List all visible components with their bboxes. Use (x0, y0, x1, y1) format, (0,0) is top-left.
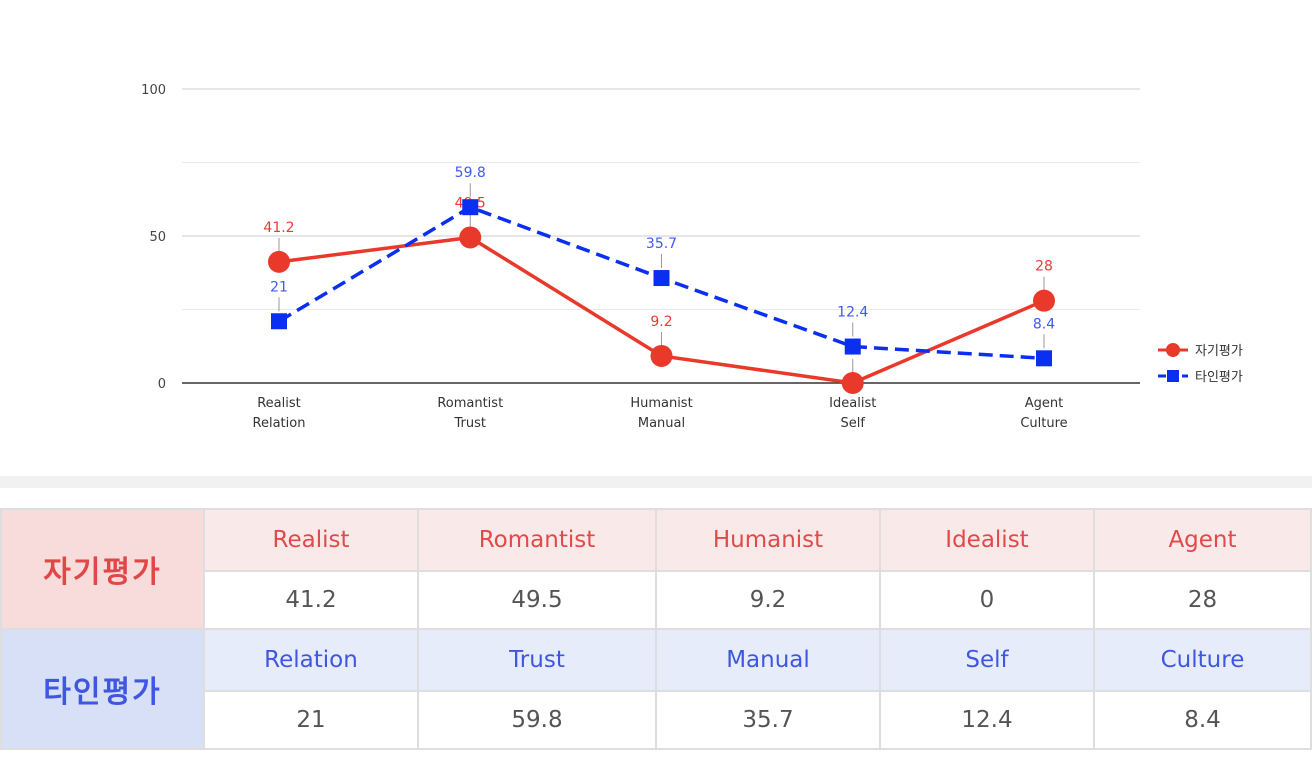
data-label: 28 (1035, 259, 1053, 275)
x-tick-label: Trust (454, 416, 486, 431)
self-value-cell: 9.2 (655, 570, 881, 630)
self-value-cell: 0 (879, 570, 1095, 630)
self-header-cell: Idealist (879, 508, 1095, 572)
legend-label: 자기평가 (1195, 344, 1243, 359)
other-value-cell: 21 (203, 690, 419, 750)
x-tick-label: Humanist (630, 396, 692, 411)
data-point (1033, 289, 1055, 312)
y-tick-label: 0 (158, 377, 166, 392)
self-value-cell: 49.5 (417, 570, 657, 630)
self-header-cell: Agent (1093, 508, 1312, 572)
x-tick-label: Idealist (829, 396, 876, 411)
self-header-row: 자기평가 Realist Romantist Humanist Idealist… (0, 508, 1312, 630)
legend-marker (1167, 370, 1179, 382)
score-table: 자기평가 Realist Romantist Humanist Idealist… (0, 508, 1312, 750)
other-header-cell: Relation (203, 628, 419, 692)
data-point (268, 250, 290, 273)
data-label: 21 (270, 279, 288, 295)
self-value-row: 41.2 49.5 9.2 0 28 (1, 570, 1312, 630)
data-point (462, 199, 479, 216)
chart-area: 100 50 0 Realist Relation Romantist Trust Human… (141, 83, 1243, 431)
other-eval-label: 타인평가 (0, 628, 205, 750)
legend-label: 타인평가 (1195, 370, 1243, 385)
x-tick-label: Agent (1025, 396, 1063, 411)
data-label: 35.7 (646, 236, 677, 252)
data-point (653, 270, 670, 287)
other-value-cell: 12.4 (879, 690, 1095, 750)
x-tick-label: Romantist (437, 396, 503, 411)
self-value-cell: 41.2 (203, 570, 419, 630)
self-eval-label: 자기평가 (0, 508, 205, 630)
x-tick-label: Realist (257, 396, 301, 411)
other-header-row: 타인평가 Relation Trust Manual Self Culture (0, 628, 1312, 750)
self-header-cell: Romantist (417, 508, 657, 572)
self-header-cell: Realist (203, 508, 419, 572)
other-header-cell: Culture (1093, 628, 1312, 692)
self-value-cell: 28 (1093, 570, 1312, 630)
y-tick-label: 100 (141, 83, 166, 98)
data-label: 9.2 (650, 314, 672, 330)
other-value-cell: 59.8 (417, 690, 657, 750)
other-value-row: 21 59.8 35.7 12.4 8.4 (1, 690, 1312, 750)
self-header-cell: Humanist (655, 508, 881, 572)
line-chart: 100 50 0 Realist Relation Romantist Trust Human… (141, 83, 1243, 431)
data-point (841, 372, 864, 394)
x-tick-label: Relation (253, 416, 306, 431)
data-label: 8.4 (1033, 316, 1055, 332)
x-tick-label: Culture (1020, 416, 1067, 431)
legend-marker (1166, 343, 1180, 357)
data-label: 41.2 (263, 220, 294, 236)
data-point (650, 344, 673, 367)
other-header-cell: Manual (655, 628, 881, 692)
other-value-cell: 8.4 (1093, 690, 1312, 750)
data-point (1036, 350, 1052, 367)
data-label: 12.4 (837, 305, 868, 321)
data-point (459, 226, 482, 249)
x-tick-label: Manual (638, 416, 685, 431)
other-header-cell: Trust (417, 628, 657, 692)
data-point (844, 338, 861, 355)
other-value-cell: 35.7 (655, 690, 881, 750)
x-tick-label: Self (841, 416, 866, 431)
data-label: 59.8 (455, 165, 486, 181)
data-point (271, 313, 287, 330)
other-header-cell: Self (879, 628, 1095, 692)
section-divider (0, 476, 1312, 488)
y-tick-label: 50 (149, 230, 166, 245)
